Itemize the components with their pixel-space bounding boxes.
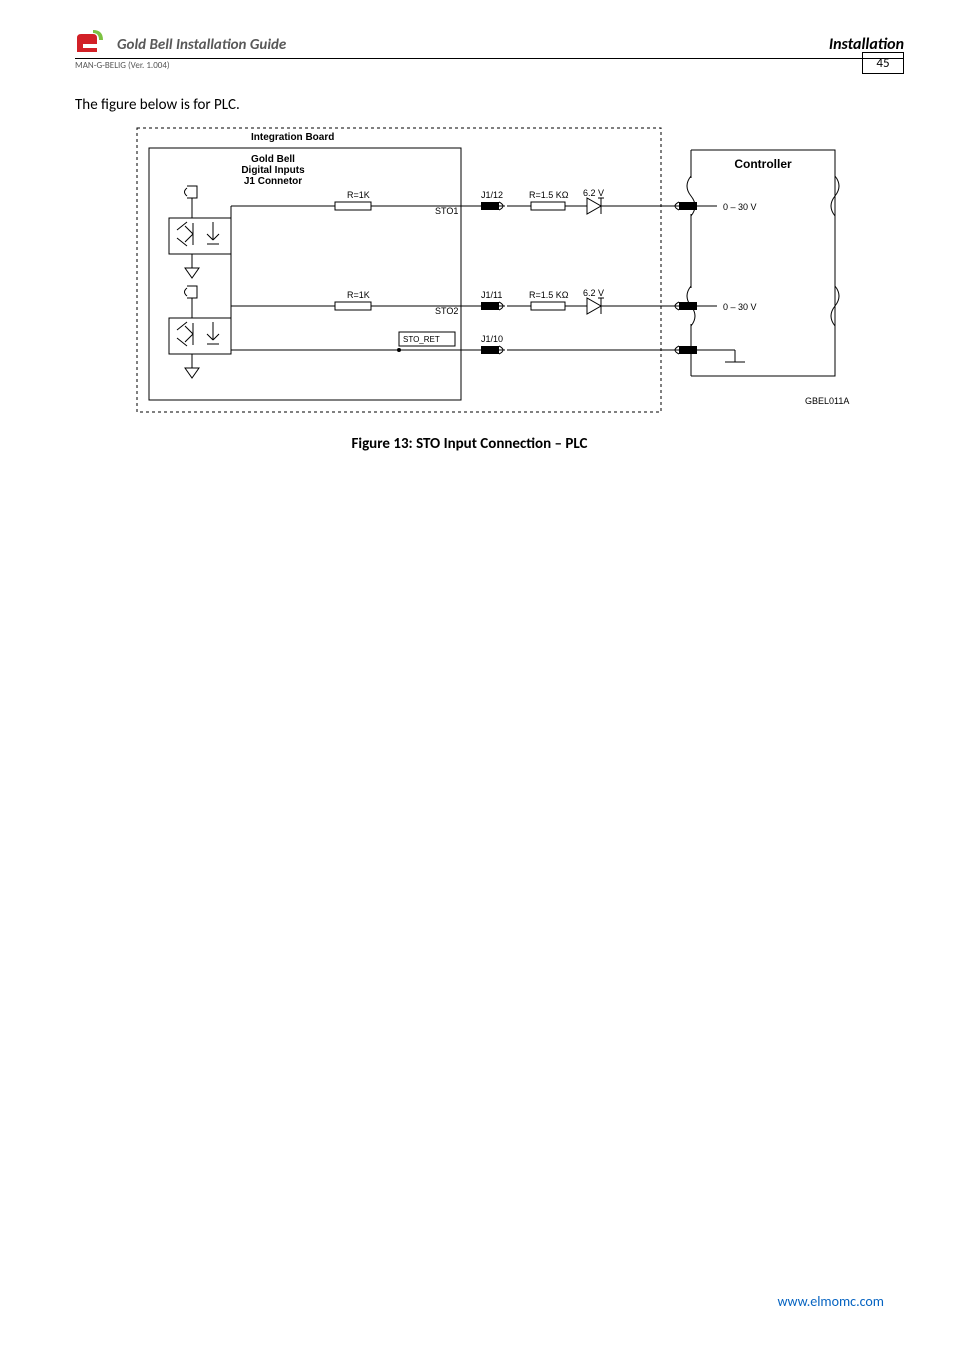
gb-label-1: Gold Bell xyxy=(251,154,295,165)
j111-label: J1/11 xyxy=(481,290,502,300)
diagram-id: GBEL011A xyxy=(805,396,849,406)
sto-diagram: Integration Board Gold Bell Digital Inpu… xyxy=(135,126,855,416)
gb-label-3: J1 Connetor xyxy=(244,176,302,187)
version-text: MAN-G-BELIG (Ver. 1.004) xyxy=(75,60,170,71)
sto1-label: STO1 xyxy=(435,206,458,216)
j110-label: J1/10 xyxy=(481,334,503,344)
r15k-2: R=1.5 KΩ xyxy=(529,290,569,300)
j112-label: J1/12 xyxy=(481,190,503,200)
page-header: Gold Bell Installation Guide Installatio… xyxy=(75,30,904,58)
board-label: Integration Board xyxy=(251,132,334,143)
header-rule xyxy=(75,58,904,59)
version-row: MAN-G-BELIG (Ver. 1.004) 45 xyxy=(75,60,904,74)
intro-text: The figure below is for PLC. xyxy=(75,96,904,114)
gb-label-2: Digital Inputs xyxy=(241,165,305,176)
sto-ret-label: STO_RET xyxy=(403,335,440,344)
page-number-box: 45 xyxy=(862,52,904,74)
v62-1: 6.2 V xyxy=(583,188,604,198)
r15k-1: R=1.5 KΩ xyxy=(529,190,569,200)
doc-title: Gold Bell Installation Guide xyxy=(117,36,286,56)
controller-label: Controller xyxy=(734,157,792,171)
v030-2: 0 – 30 V xyxy=(723,302,757,312)
header-left: Gold Bell Installation Guide xyxy=(75,30,286,56)
figure-caption: Figure 13: STO Input Connection – PLC xyxy=(35,435,904,453)
r1k-1: R=1K xyxy=(347,190,370,200)
r1k-2: R=1K xyxy=(347,290,370,300)
figure-container: Integration Board Gold Bell Digital Inpu… xyxy=(135,126,904,421)
page-number: 45 xyxy=(876,56,889,71)
v62-2: 6.2 V xyxy=(583,288,604,298)
v030-1: 0 – 30 V xyxy=(723,202,757,212)
sto2-label: STO2 xyxy=(435,306,458,316)
elmo-logo-icon xyxy=(75,30,105,56)
footer-url[interactable]: www.elmomc.com xyxy=(777,1293,884,1310)
